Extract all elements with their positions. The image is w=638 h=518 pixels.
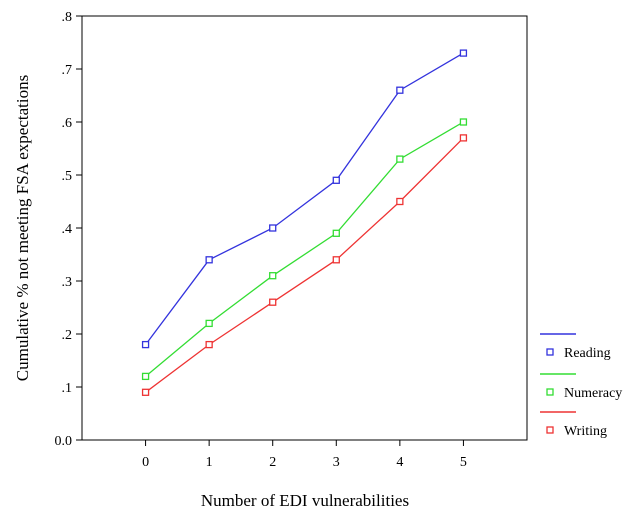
data-point-numeracy xyxy=(396,155,404,163)
data-point-writing xyxy=(459,134,468,142)
legend-label-reading: Reading xyxy=(564,346,611,361)
data-point-reading xyxy=(459,49,468,57)
x-tick-label: 3 xyxy=(333,455,340,470)
y-tick-label: .6 xyxy=(62,116,73,131)
series-layer xyxy=(141,49,468,396)
y-tick-label: 0.0 xyxy=(55,434,73,449)
data-point-numeracy xyxy=(459,118,468,126)
y-tick-label: .1 xyxy=(62,381,73,396)
legend: Reading Numeracy Writing xyxy=(540,333,622,439)
x-axis-title: Number of EDI vulnerabilities xyxy=(201,491,409,510)
data-point-writing xyxy=(141,388,150,396)
data-point-writing xyxy=(396,197,404,206)
x-tick-label: 4 xyxy=(396,455,403,470)
data-point-numeracy xyxy=(205,319,213,328)
data-point-reading xyxy=(205,256,213,264)
y-tick-label: .5 xyxy=(62,169,73,184)
y-tick-label: .8 xyxy=(62,10,73,25)
data-point-reading xyxy=(141,340,150,349)
x-tick-label: 2 xyxy=(269,455,276,470)
y-tick-label: .2 xyxy=(62,328,73,343)
y-tick-label: .4 xyxy=(62,222,73,237)
legend-marker-reading xyxy=(546,348,554,356)
legend-label-numeracy: Numeracy xyxy=(564,386,622,401)
legend-marker-numeracy xyxy=(546,388,554,396)
y-tick-label: .7 xyxy=(62,63,73,78)
x-tick-label: 0 xyxy=(142,455,149,470)
x-tick-label: 5 xyxy=(460,455,467,470)
data-point-writing xyxy=(332,256,340,264)
data-point-reading xyxy=(332,176,340,184)
data-point-reading xyxy=(269,224,277,232)
y-axis-title: Cumulative % not meeting FSA expectation… xyxy=(13,75,32,381)
data-point-numeracy xyxy=(141,372,150,381)
y-tick-label: .3 xyxy=(62,275,73,290)
legend-marker-writing xyxy=(546,426,554,434)
series-line-reading xyxy=(145,52,464,345)
legend-label-writing: Writing xyxy=(564,424,607,439)
x-tick-label: 1 xyxy=(206,455,213,470)
data-point-numeracy xyxy=(332,229,340,237)
data-point-reading xyxy=(396,86,404,94)
series-line-numeracy xyxy=(145,121,464,377)
x-axis-ticks: 0 1 2 3 4 5 xyxy=(142,440,467,470)
data-point-writing xyxy=(269,298,277,306)
y-axis-ticks: 0.0 .1 .2 .3 .4 .5 .6 .7 .8 xyxy=(55,10,82,449)
data-point-writing xyxy=(205,340,213,349)
series-line-writing xyxy=(145,137,464,393)
data-point-numeracy xyxy=(269,272,277,280)
